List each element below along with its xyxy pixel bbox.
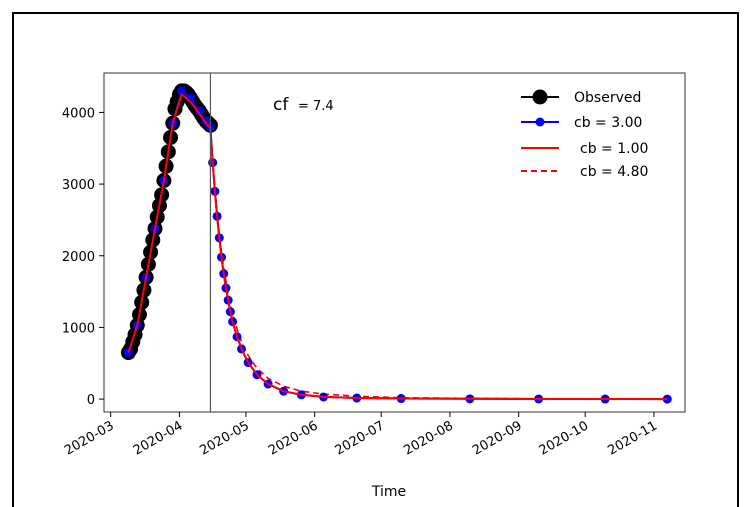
x-tick-label: 2020-11 (605, 418, 660, 458)
legend-item: cb = 3.00 (521, 115, 642, 131)
annotation-cf-value: = 7.4 (298, 99, 334, 114)
y-tick-label: 4000 (62, 106, 95, 121)
y-tick-label: 3000 (62, 178, 95, 193)
legend-label: cb = 3.00 (574, 115, 642, 131)
cb3-point (123, 348, 133, 358)
y-tick-label: 1000 (62, 321, 95, 336)
legend-item: cb = 4.80 (521, 164, 648, 180)
plot-area (103, 72, 686, 413)
legend-label: cb = 4.80 (580, 164, 648, 180)
legend-swatch-marker (535, 117, 545, 127)
x-axis-label: Time (371, 484, 406, 500)
x-tick-label: 2020-08 (401, 418, 456, 458)
legend-item: Observed (521, 89, 641, 106)
legend-label: cb = 1.00 (580, 141, 648, 157)
annotation-cf-label: cf (273, 95, 289, 115)
legend-item: cb = 1.00 (521, 141, 648, 157)
cb3-point (177, 86, 187, 96)
x-tick-label: 2020-06 (266, 418, 321, 458)
x-tick-label: 2020-10 (537, 418, 592, 458)
legend: Observed cb = 3.00 cb = 1.00 cb = 4.80 (521, 89, 648, 180)
x-tick-label: 2020-05 (197, 418, 252, 458)
legend-swatch-marker (532, 89, 548, 105)
y-tick-label: 0 (87, 393, 95, 408)
series-red-solid (127, 92, 668, 401)
figure-frame (12, 12, 739, 507)
cb1-line (127, 92, 668, 401)
x-tick-label: 2020-04 (131, 418, 186, 458)
cb3-point (194, 106, 204, 116)
legend-label: Observed (574, 90, 641, 106)
annotation-layer: cf = 7.4 (209, 73, 334, 412)
x-tick-label: 2020-03 (62, 418, 117, 458)
x-tick-label: 2020-07 (333, 418, 388, 458)
y-tick-label: 2000 (62, 250, 95, 265)
x-tick-label: 2020-09 (470, 418, 525, 458)
